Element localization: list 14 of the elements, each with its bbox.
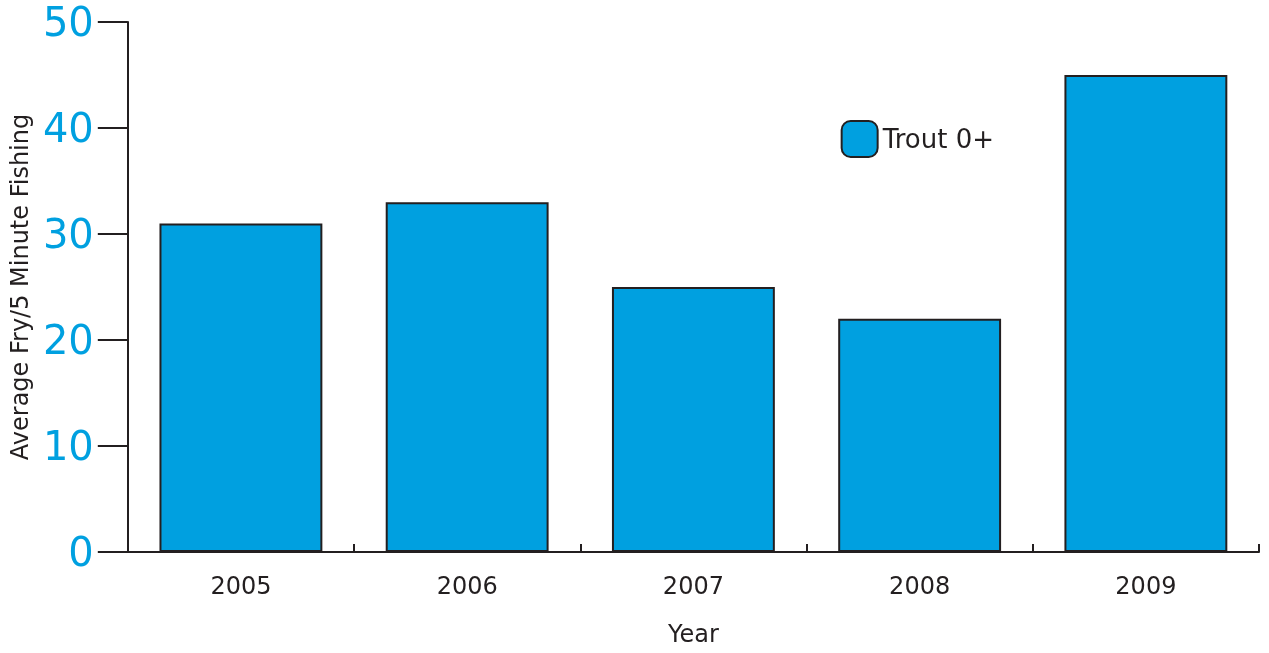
y-axis-title: Average Fry/5 Minute Fishing (6, 113, 34, 461)
y-tick-label: 20 (42, 317, 94, 363)
y-tick-label: 40 (42, 105, 94, 151)
y-tick-label: 30 (42, 211, 94, 257)
x-tick-label: 2006 (436, 572, 498, 600)
y-tick-label: 50 (42, 0, 94, 45)
y-tick-label: 10 (42, 423, 94, 469)
x-tick-label: 2008 (889, 572, 951, 600)
x-tick-label: 2007 (662, 572, 724, 600)
y-tick-label: 0 (68, 529, 94, 575)
x-axis-title: Year (666, 620, 719, 648)
legend-label: Trout 0+ (881, 124, 995, 154)
x-tick-label: 2009 (1115, 572, 1177, 600)
x-tick-label: 2005 (210, 572, 272, 600)
